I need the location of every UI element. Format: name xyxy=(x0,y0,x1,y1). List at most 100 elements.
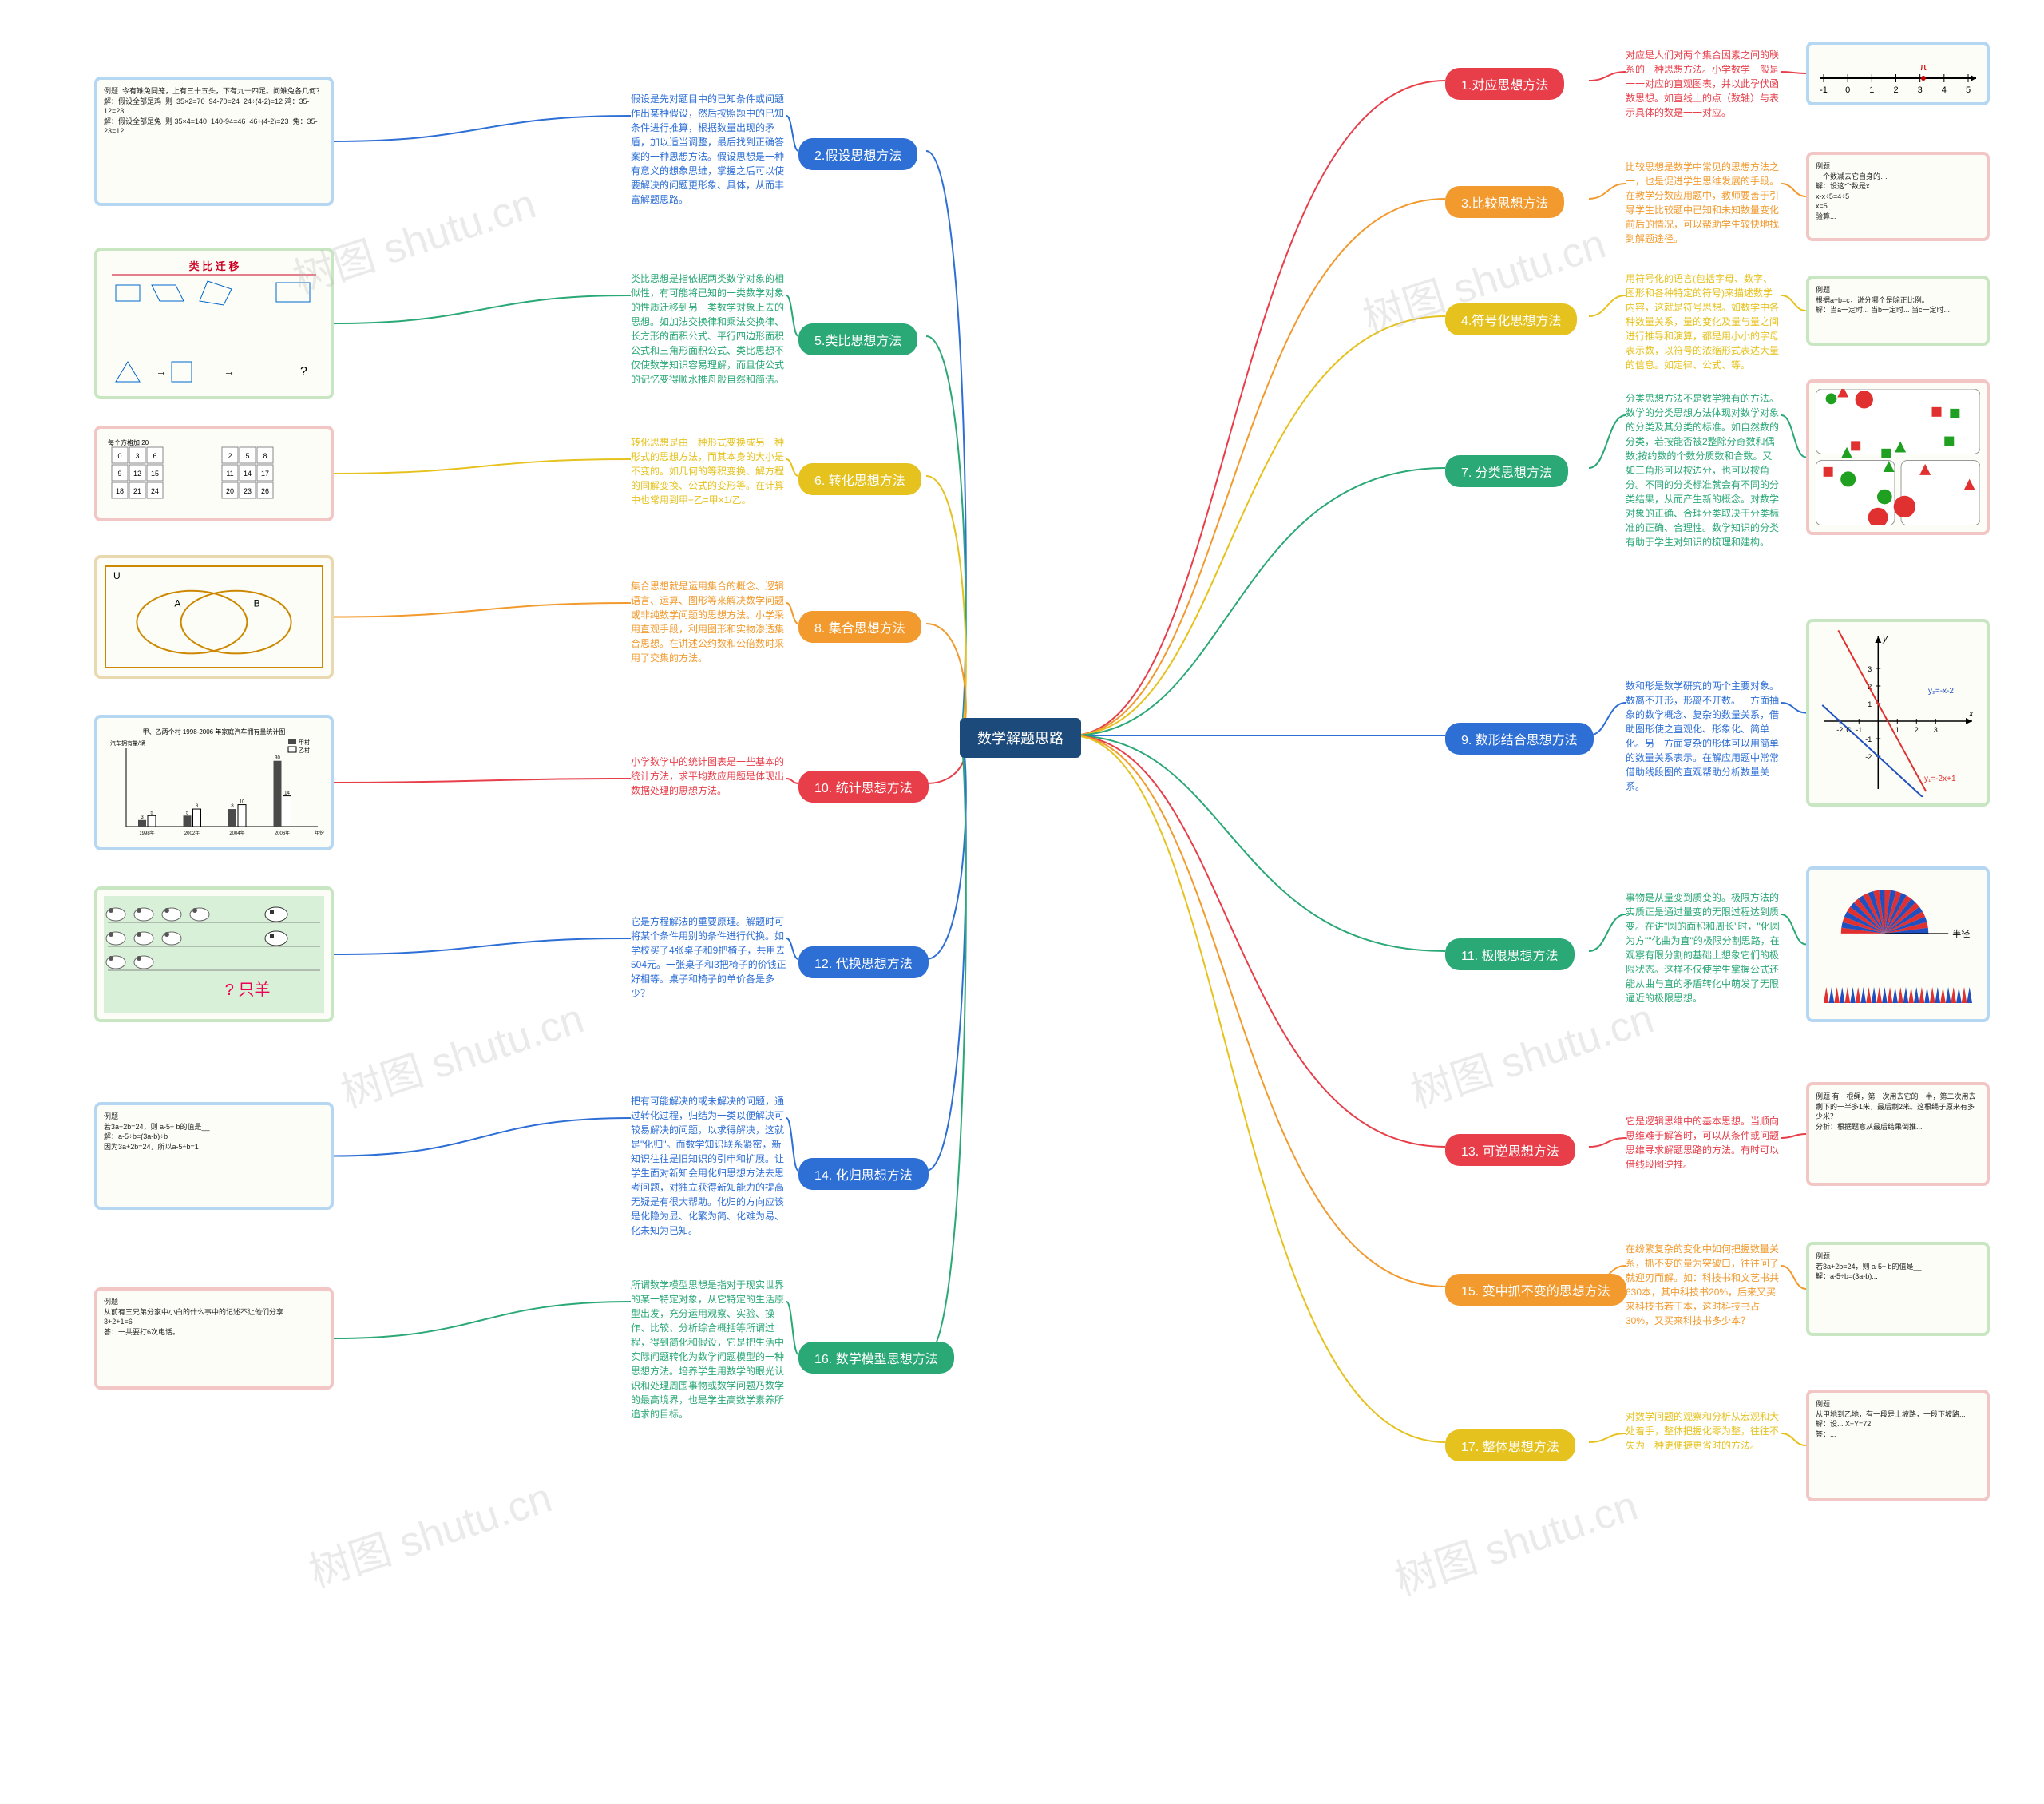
thumb-n6: 03691215182124258111417202326每个方格加 20 xyxy=(94,426,334,521)
svg-text:5: 5 xyxy=(150,811,153,815)
svg-text:2004年: 2004年 xyxy=(229,830,244,836)
desc-n5: 类比思想是指依据两类数学对象的相似性，有可能将已知的一类数学对象的性质迁移到另一… xyxy=(631,272,786,387)
topic-n6[interactable]: 6. 转化思想方法 xyxy=(798,463,921,495)
topic-n2[interactable]: 2.假设思想方法 xyxy=(798,138,917,170)
svg-text:y₂=-x-2: y₂=-x-2 xyxy=(1928,687,1954,696)
topic-n14[interactable]: 14. 化归思想方法 xyxy=(798,1158,929,1190)
svg-text:3: 3 xyxy=(1868,665,1872,673)
svg-text:半径: 半径 xyxy=(1952,928,1970,939)
thumb-n17: 例题 从甲地到乙地，有一段是上坡路，一段下坡路... 解：设... X÷Y=72… xyxy=(1806,1390,1990,1501)
svg-text:18: 18 xyxy=(116,487,124,495)
thumb-n11: 半径 xyxy=(1806,866,1990,1022)
svg-text:21: 21 xyxy=(133,487,141,495)
topic-n1[interactable]: 1.对应思想方法 xyxy=(1445,68,1564,100)
topic-n8[interactable]: 8. 集合思想方法 xyxy=(798,611,921,643)
svg-text:5: 5 xyxy=(245,452,249,460)
svg-text:14: 14 xyxy=(284,791,290,796)
svg-text:U: U xyxy=(113,570,121,581)
topic-n13[interactable]: 13. 可逆思想方法 xyxy=(1445,1134,1575,1166)
desc-n7: 分类思想方法不是数学独有的方法。数学的分类思想方法体现对数学对象的分类及其分类的… xyxy=(1626,391,1781,549)
svg-text:1: 1 xyxy=(1869,85,1874,95)
desc-n4: 用符号化的语言(包括字母、数字、图形和各种特定的符号)来描述数学内容，这就是符号… xyxy=(1626,272,1781,372)
svg-text:5: 5 xyxy=(1966,85,1971,95)
svg-text:2002年: 2002年 xyxy=(184,830,200,836)
svg-text:15: 15 xyxy=(151,470,159,478)
topic-n4[interactable]: 4.符号化思想方法 xyxy=(1445,303,1577,335)
svg-text:2: 2 xyxy=(228,452,232,460)
svg-text:20: 20 xyxy=(226,487,234,495)
svg-text:14: 14 xyxy=(244,470,252,478)
svg-text:11: 11 xyxy=(226,470,233,478)
desc-n2: 假设是先对题目中的已知条件或问题作出某种假设，然后按照题中的已知条件进行推算，根… xyxy=(631,92,786,207)
thumb-n13: 例题 有一根绳，第一次用去它的一半，第二次用去剩下的一半多1米，最后剩2米。这根… xyxy=(1806,1082,1990,1186)
svg-text:B: B xyxy=(254,597,260,609)
svg-text:26: 26 xyxy=(261,487,269,495)
svg-text:?: ? xyxy=(300,365,307,379)
topic-n5[interactable]: 5.类比思想方法 xyxy=(798,323,917,355)
topic-n12[interactable]: 12. 代换思想方法 xyxy=(798,946,929,978)
topic-n7[interactable]: 7. 分类思想方法 xyxy=(1445,455,1568,487)
desc-n6: 转化思想是由一种形式变换成另一种形式的思想方法，而其本身的大小是不变的。如几何的… xyxy=(631,435,786,507)
svg-text:-1: -1 xyxy=(1820,85,1828,95)
desc-n13: 它是逻辑思维中的基本思想。当顺向思维难于解答时，可以从条件或问题思维寻求解题思路… xyxy=(1626,1114,1781,1172)
topic-n11[interactable]: 11. 极限思想方法 xyxy=(1445,938,1575,970)
thumb-n9: xy-2-1123-2-1123y₁=-2x+1y₂=-x-2C xyxy=(1806,619,1990,807)
svg-text:乙村: 乙村 xyxy=(299,747,310,754)
svg-text:4: 4 xyxy=(1942,85,1947,95)
topic-n16[interactable]: 16. 数学模型思想方法 xyxy=(798,1342,954,1374)
desc-n3: 比较思想是数学中常见的思想方法之一，也是促进学生思维发展的手段。在教学分数应用题… xyxy=(1626,160,1781,246)
svg-text:2: 2 xyxy=(1915,726,1919,734)
svg-text:30: 30 xyxy=(275,756,280,761)
svg-text:12: 12 xyxy=(133,470,141,478)
topic-n17[interactable]: 17. 整体思想方法 xyxy=(1445,1429,1575,1461)
thumb-n4: 例题 根据a÷b=c，说分哪个是除正比例。 解：当a一定时... 当b一定时..… xyxy=(1806,276,1990,346)
svg-text:3: 3 xyxy=(135,452,139,460)
svg-text:0: 0 xyxy=(117,452,121,460)
desc-n11: 事物是从量变到质变的。极限方法的实质正是通过量变的无限过程达到质变。在讲"圆的面… xyxy=(1626,890,1781,1005)
svg-text:1: 1 xyxy=(1895,726,1899,734)
svg-text:x: x xyxy=(1968,709,1974,719)
svg-text:C: C xyxy=(1846,726,1852,734)
thumb-n12: ? 只羊 xyxy=(94,886,334,1022)
topic-n15[interactable]: 15. 变中抓不变的思想方法 xyxy=(1445,1274,1626,1306)
desc-n17: 对数学问题的观察和分析从宏观和大处着手，整体把握化零为整，往往不失为一种更便捷更… xyxy=(1626,1409,1781,1453)
svg-text:甲村: 甲村 xyxy=(299,739,310,746)
thumb-n2: 例题 今有雉兔同笼，上有三十五头，下有九十四足。问雉兔各几何？ 解：假设全部是鸡… xyxy=(94,77,334,206)
center-node: 数学解题思路 xyxy=(960,718,1081,758)
thumb-n5: 类 比 迁 移 → →? xyxy=(94,248,334,399)
svg-text:3: 3 xyxy=(1918,85,1923,95)
svg-text:汽车拥有量/辆: 汽车拥有量/辆 xyxy=(110,739,145,747)
svg-text:10: 10 xyxy=(240,800,245,805)
svg-text:1: 1 xyxy=(1868,700,1872,708)
svg-text:-2: -2 xyxy=(1865,753,1872,761)
desc-n12: 它是方程解法的重要原理。解题时可将某个条件用别的条件进行代换。如学校买了4张桌子… xyxy=(631,914,786,1001)
desc-n8: 集合思想就是运用集合的概念、逻辑语言、运算、图形等来解决数学问题或非纯数学问题的… xyxy=(631,579,786,665)
svg-text:2006年: 2006年 xyxy=(275,830,290,836)
svg-text:y: y xyxy=(1882,634,1888,644)
svg-text:甲、乙两个村 1998-2006 年家庭汽车拥有量统计图: 甲、乙两个村 1998-2006 年家庭汽车拥有量统计图 xyxy=(143,728,286,735)
desc-n14: 把有可能解决的或未解决的问题，通过转化过程，归结为一类以便解决可较易解决的问题，… xyxy=(631,1094,786,1238)
svg-text:年份: 年份 xyxy=(315,830,324,836)
svg-text:5: 5 xyxy=(186,811,189,815)
svg-text:2: 2 xyxy=(1893,85,1898,95)
svg-text:23: 23 xyxy=(244,487,252,495)
svg-text:8: 8 xyxy=(196,804,199,809)
svg-text:6: 6 xyxy=(153,452,156,460)
svg-text:→: → xyxy=(156,365,167,378)
svg-text:→: → xyxy=(224,365,235,378)
svg-text:24: 24 xyxy=(151,487,159,495)
svg-text:-1: -1 xyxy=(1865,735,1872,743)
svg-text:π: π xyxy=(1919,61,1927,73)
topic-n10[interactable]: 10. 统计思想方法 xyxy=(798,771,929,803)
thumb-n7 xyxy=(1806,379,1990,535)
svg-text:8: 8 xyxy=(231,804,234,809)
topic-n9[interactable]: 9. 数形结合思想方法 xyxy=(1445,723,1594,755)
thumb-n10: 甲、乙两个村 1998-2006 年家庭汽车拥有量统计图汽车拥有量/辆 甲村乙村 3… xyxy=(94,715,334,850)
svg-text:类 比 迁 移: 类 比 迁 移 xyxy=(189,260,240,272)
svg-text:-2: -2 xyxy=(1836,726,1843,734)
svg-text:y₁=-2x+1: y₁=-2x+1 xyxy=(1924,775,1956,783)
svg-text:8: 8 xyxy=(263,452,267,460)
topic-n3[interactable]: 3.比较思想方法 xyxy=(1445,186,1564,218)
svg-text:1998年: 1998年 xyxy=(139,830,154,836)
thumb-n1: -1012345π xyxy=(1806,42,1990,105)
